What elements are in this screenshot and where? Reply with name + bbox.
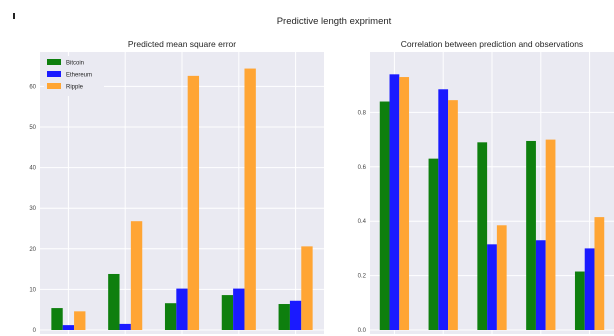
- mse-bar-ethereum-5: [176, 288, 188, 330]
- correlation-ytick-label: 0.8: [358, 110, 367, 116]
- correlation-ytick-label: 0.0: [358, 328, 367, 334]
- correlation-bar-ripple-14: [594, 217, 605, 330]
- mse-bar-ripple-3: [130, 221, 143, 330]
- correlation-bar-ripple-3: [448, 100, 458, 330]
- mse-bar-ethereum-7: [233, 288, 245, 330]
- mse-bar-ripple-1: [74, 311, 86, 330]
- legend-label-bitcoin: Bitcoin: [66, 61, 84, 67]
- mse-bar-bitcoin-1: [51, 308, 63, 330]
- correlation-ytick-label: 0.4: [358, 219, 367, 225]
- corner-mark: [13, 13, 15, 19]
- mse-legend: Bitcoin Ethereum Ripple: [44, 56, 104, 96]
- correlation-bar-ethereum-3: [438, 89, 449, 330]
- mse-bar-ripple-7: [244, 68, 256, 330]
- correlation-bar-bitcoin-14: [574, 271, 585, 330]
- mse-ytick-label: 20: [29, 247, 36, 253]
- correlation-chart-title: Correlation between prediction and obser…: [401, 39, 583, 49]
- mse-bar-bitcoin-3: [108, 273, 120, 330]
- correlation-bar-bitcoin-3: [428, 158, 439, 330]
- correlation-ytick-label: 0.2: [358, 274, 367, 280]
- mse-chart-title: Predicted mean square error: [128, 39, 236, 49]
- correlation-bar-ethereum-14: [584, 248, 595, 330]
- correlation-bar-ripple-1: [399, 77, 410, 330]
- mse-ytick-label: 50: [29, 125, 36, 131]
- mse-ytick-label: 60: [29, 84, 36, 90]
- correlation-ytick-label: 0.6: [358, 165, 367, 171]
- mse-ytick-label: 0: [33, 328, 37, 334]
- mse-bar-bitcoin-5: [164, 303, 177, 330]
- correlation-bar-ethereum-7: [535, 240, 546, 330]
- mse-chart: 0102030405060135714 Predicted mean squar…: [29, 39, 324, 334]
- correlation-chart: 0.00.20.40.60.8135714 Correlation betwee…: [358, 39, 614, 334]
- correlation-bar-ripple-7: [545, 139, 556, 330]
- legend-label-ripple: Ripple: [66, 85, 84, 91]
- legend-swatch-bitcoin: [47, 59, 61, 65]
- mse-ytick-label: 40: [29, 166, 36, 172]
- mse-ytick-label: 10: [29, 287, 36, 293]
- mse-bar-ethereum-1: [62, 325, 75, 330]
- mse-bar-ethereum-3: [119, 323, 131, 330]
- figure-suptitle: Predictive length expriment: [277, 16, 392, 27]
- correlation-bar-bitcoin-1: [379, 101, 390, 331]
- correlation-bar-bitcoin-7: [526, 140, 536, 330]
- legend-label-ethereum: Ethereum: [66, 73, 92, 79]
- correlation-bar-ethereum-1: [389, 74, 400, 330]
- mse-bar-ethereum-14: [289, 300, 302, 330]
- mse-bar-ripple-14: [301, 246, 313, 330]
- correlation-bar-ripple-5: [496, 225, 507, 330]
- mse-ytick-label: 30: [29, 206, 36, 212]
- mse-bar-bitcoin-7: [221, 295, 234, 330]
- legend-swatch-ripple: [47, 83, 61, 89]
- legend-swatch-ethereum: [47, 71, 61, 77]
- mse-bar-bitcoin-14: [278, 304, 290, 330]
- mse-bar-ripple-5: [187, 75, 200, 330]
- correlation-bar-bitcoin-5: [477, 142, 488, 330]
- correlation-bar-ethereum-5: [487, 244, 497, 330]
